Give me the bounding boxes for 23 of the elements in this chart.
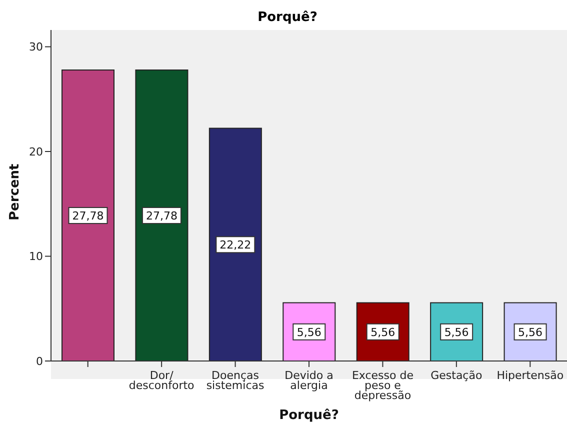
y-tick-label: 30 (29, 40, 43, 54)
x-tick-label: Dor/ desconforto (128, 369, 195, 392)
y-tick-label: 0 (36, 354, 43, 368)
bar (135, 70, 188, 361)
x-axis-title: Porquê? (279, 408, 339, 423)
bar (208, 128, 262, 361)
data-label: 5,56 (444, 326, 469, 339)
data-label: 22,22 (220, 238, 252, 252)
y-tick-label: 10 (29, 250, 43, 264)
data-label: 27,78 (72, 210, 104, 223)
chart-title: Porquê? (256, 10, 318, 25)
data-label: 5,56 (296, 326, 322, 339)
data-label: 27,78 (146, 210, 178, 223)
x-tick-label: Gestação (430, 369, 482, 382)
data-label: 5,56 (370, 326, 396, 339)
x-tick-label: Hipertensão (496, 369, 564, 382)
x-tick-label: Excesso de peso e depressão (352, 369, 414, 402)
data-label: 5,56 (518, 326, 543, 339)
x-tick-label: Devido a alergia (284, 369, 334, 392)
bar (62, 70, 114, 361)
x-tick-label: Doenças sistemicas (206, 369, 264, 392)
y-tick-label: 20 (29, 145, 43, 158)
y-axis-title: Percent (8, 164, 23, 220)
